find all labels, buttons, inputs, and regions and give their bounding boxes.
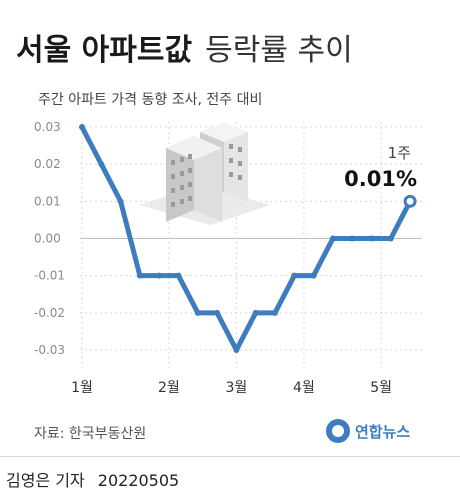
data-point: [233, 347, 240, 353]
annotation-value: 0.01%: [344, 167, 417, 191]
data-point: [194, 309, 201, 316]
chart-title: 서울 아파트값 등락률 추이: [16, 33, 353, 68]
annotation-week-label: 1주: [388, 144, 411, 162]
data-point: [403, 194, 417, 208]
series-segment: [233, 310, 259, 353]
series-segment: [79, 124, 104, 167]
data-point: [387, 235, 394, 242]
series-segment: [118, 198, 143, 279]
title-light: 등락률 추이: [205, 33, 353, 68]
x-tick-label: 2월: [158, 380, 180, 396]
data-point: [79, 124, 85, 130]
data-point: [349, 235, 356, 242]
data-point: [98, 161, 105, 168]
data-point: [252, 309, 259, 316]
yonhap-logo: 연합뉴스: [326, 419, 410, 443]
x-tick-label: 3월: [226, 380, 248, 396]
data-point: [117, 198, 124, 205]
y-tick-label: 0.03: [34, 120, 61, 134]
data-point: [368, 235, 375, 242]
data-points: [79, 124, 417, 353]
data-point: [214, 309, 221, 316]
source-label: 자료: 한국부동산원: [34, 426, 146, 442]
series-segment: [311, 236, 336, 279]
x-tick-label: 5월: [370, 380, 392, 396]
y-tick-label: 0.02: [34, 157, 61, 171]
x-tick-label: 1월: [71, 380, 93, 396]
data-lines: [79, 124, 413, 353]
series-segment: [388, 198, 413, 241]
y-tick-label: 0.01: [34, 194, 61, 208]
byline: 김영은 기자 20220505: [6, 467, 179, 491]
data-point: [272, 309, 278, 316]
data-point: [310, 272, 317, 279]
data-point: [175, 272, 182, 279]
series-segment: [214, 310, 239, 353]
title-strong: 서울 아파트값: [16, 33, 192, 68]
series-segment: [272, 273, 297, 316]
series-segment: [176, 273, 201, 316]
y-tick-label: -0.02: [34, 306, 65, 320]
x-tick-label: 4월: [293, 380, 315, 396]
byline-name: 김영은 기자: [6, 471, 85, 490]
y-tick-labels: 0.03 0.02 0.01 0.00 -0.01 -0.02 -0.03: [34, 120, 65, 357]
x-tick-labels: 1월 2월 3월 4월 5월: [71, 380, 392, 396]
data-point: [291, 272, 298, 279]
byline-date: 20220505: [97, 471, 180, 490]
y-tick-label: -0.03: [34, 343, 65, 357]
agency-name: 연합뉴스: [355, 423, 410, 441]
apartment-building-icon: [140, 122, 270, 225]
y-tick-label: 0.00: [34, 232, 61, 246]
data-point: [156, 272, 163, 279]
line-chart: 서울 아파트값 등락률 추이 주간 아파트 가격 동향 조사, 전주 대비 0.…: [16, 33, 422, 443]
footer: 김영은 기자 20220505: [0, 456, 460, 501]
chart-subtitle: 주간 아파트 가격 동향 조사, 전주 대비: [38, 92, 262, 108]
y-tick-label: -0.01: [34, 269, 65, 283]
series-segment: [98, 161, 124, 204]
data-point: [329, 235, 336, 242]
data-point: [136, 272, 143, 279]
